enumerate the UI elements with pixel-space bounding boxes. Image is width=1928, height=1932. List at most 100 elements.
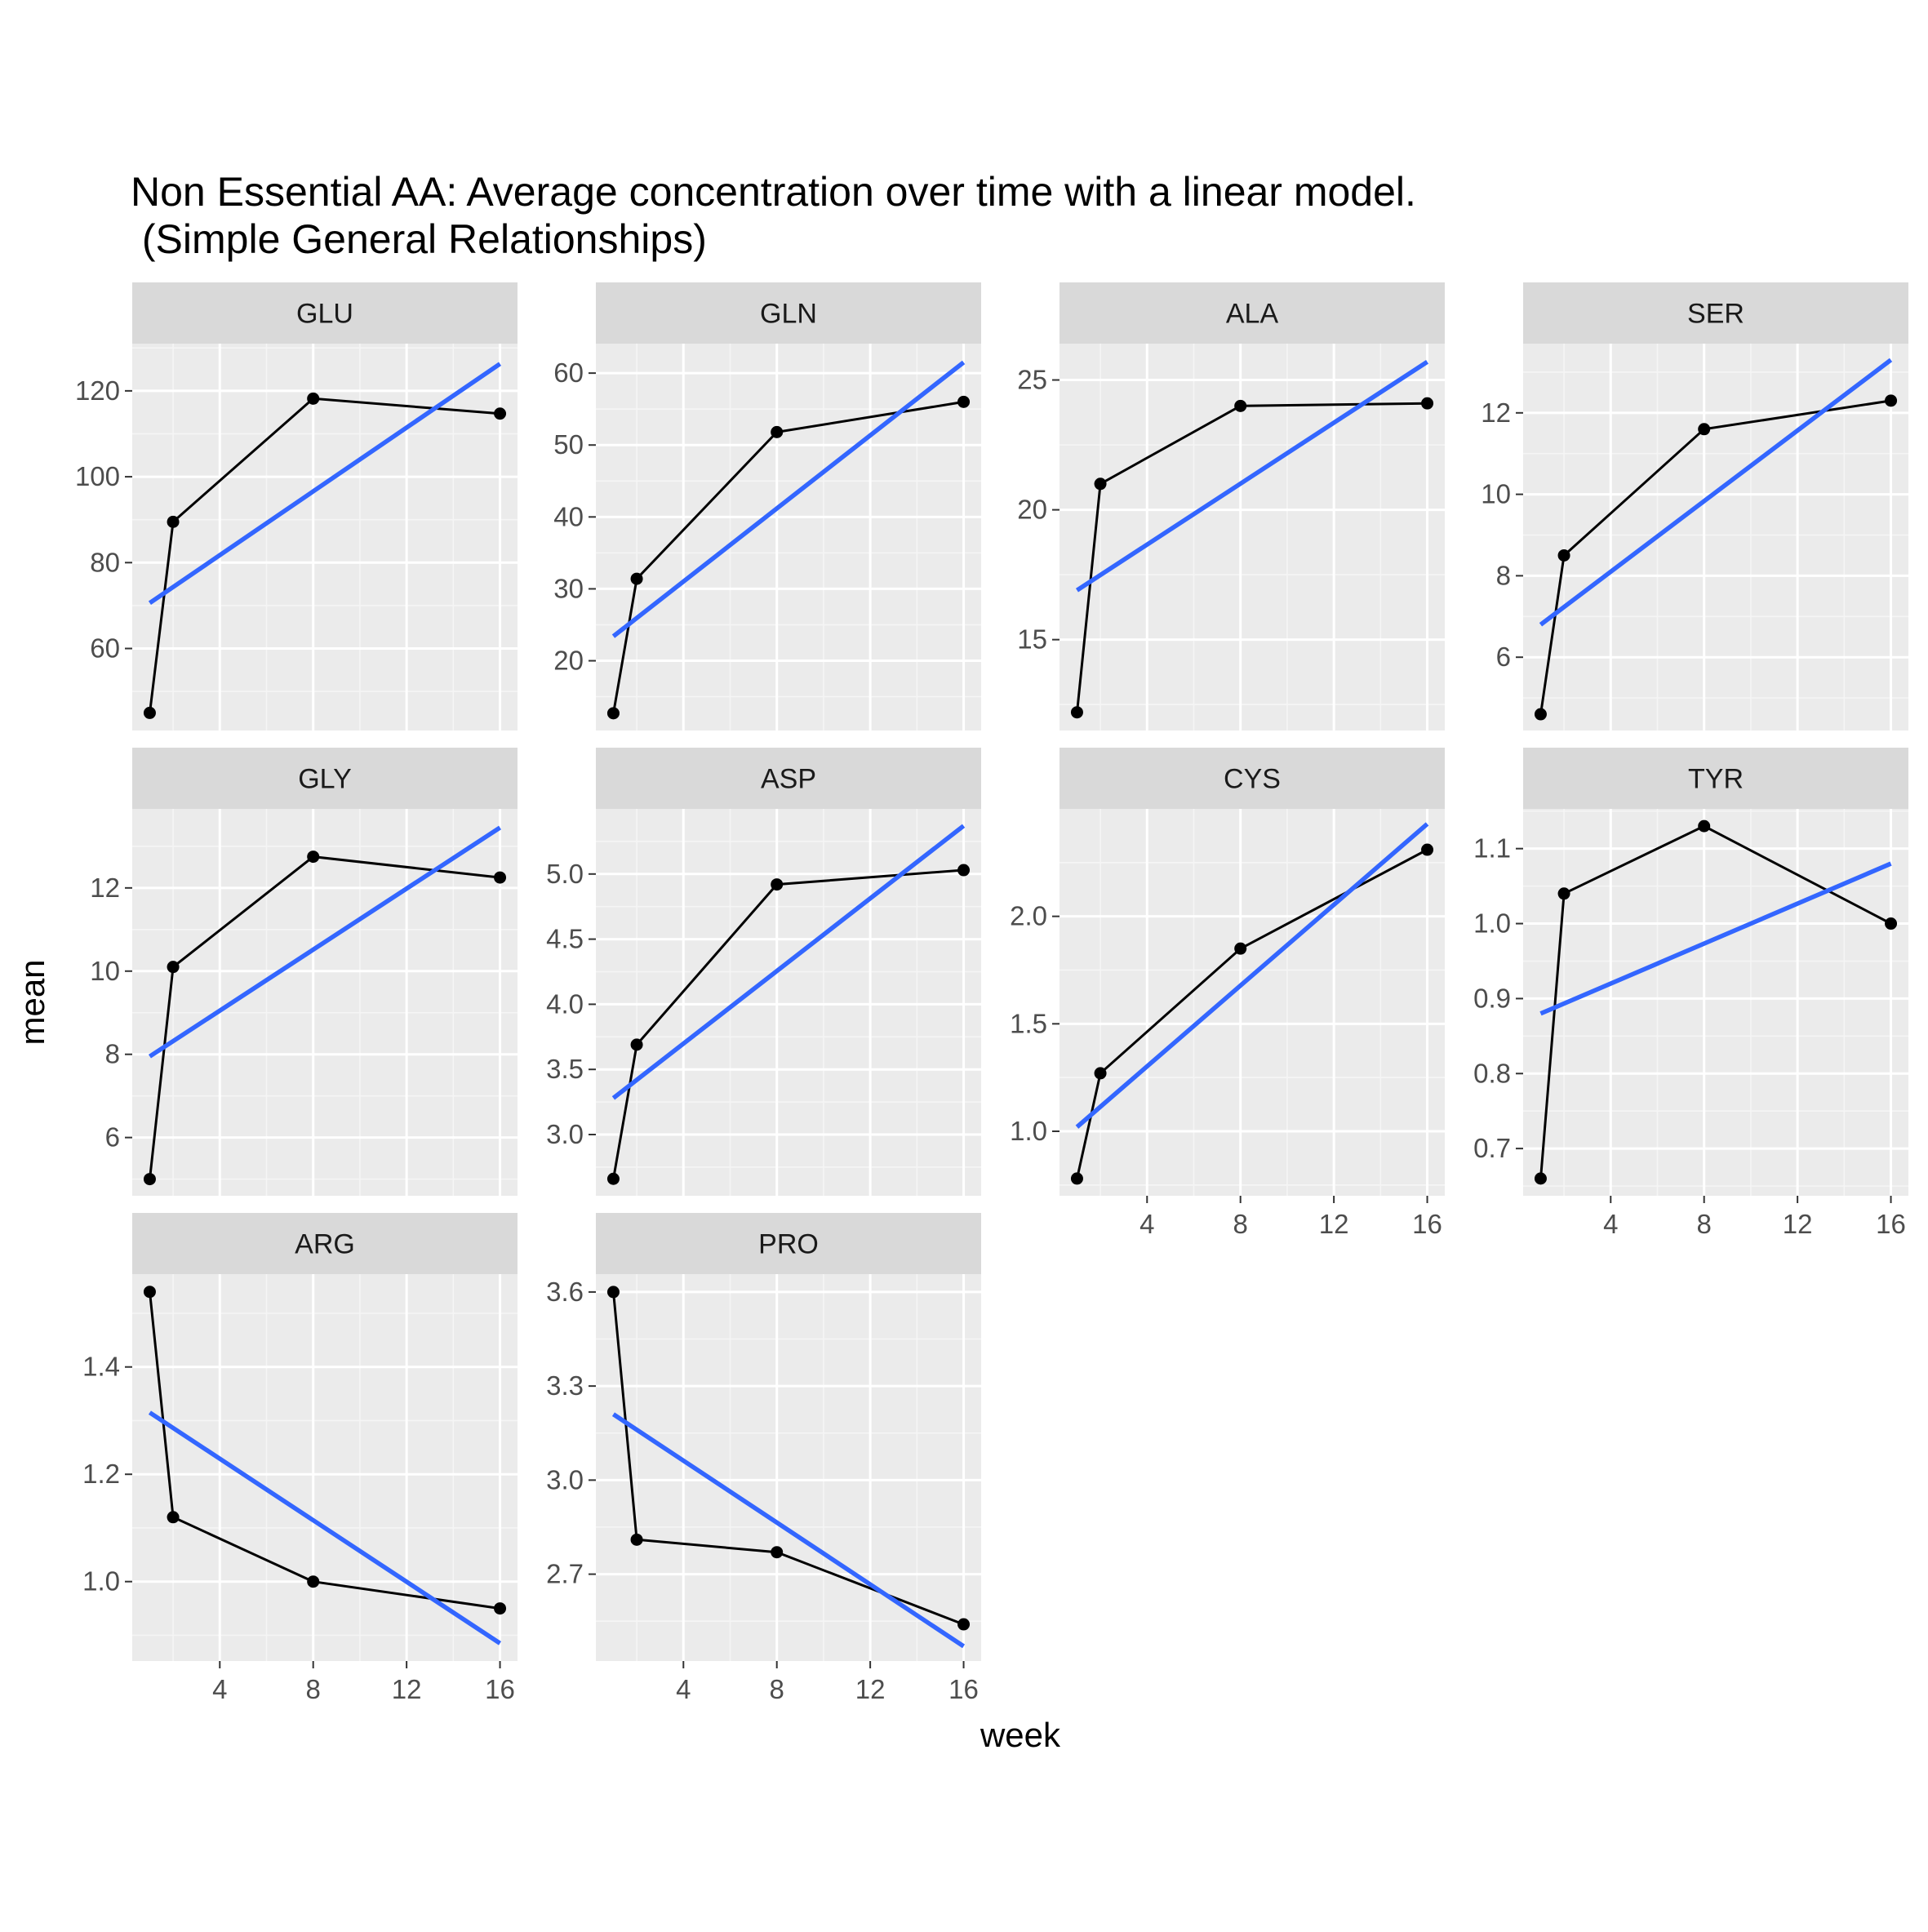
x-tick-label: 8 [1697, 1209, 1712, 1239]
facet-strip-label: GLY [298, 764, 352, 795]
facet-panel-glu: GLU 60 80 100 120 [75, 282, 518, 731]
facet-strip-cys [1060, 748, 1445, 809]
facet-strip-label: ALA [1226, 299, 1279, 330]
data-point [1557, 549, 1570, 562]
facet-panel-arg: ARG 1.0 1.2 1.4 4 8 12 16 [82, 1213, 518, 1704]
observed-line-ala [1076, 402, 1428, 713]
data-point [494, 407, 507, 420]
facet-strip-ser [1523, 282, 1908, 344]
facet-strip-label: ARG [295, 1229, 355, 1260]
data-point [143, 1286, 156, 1299]
facet-strip-label: PRO [758, 1229, 819, 1260]
fit-line-ala [1075, 359, 1429, 593]
y-tick-label: 3.5 [546, 1054, 584, 1084]
data-point [1234, 399, 1247, 412]
facet-panel-gly: GLY 6 8 10 12 [90, 748, 518, 1196]
panel-background-ala [1060, 344, 1445, 731]
data-point [771, 878, 784, 891]
data-point [167, 961, 180, 974]
facet-panel-ser: SER 6 8 10 12 [1481, 282, 1908, 731]
data-point [630, 1038, 643, 1051]
y-tick-label: 6 [105, 1122, 120, 1153]
data-point [1534, 708, 1547, 721]
data-point [771, 1546, 784, 1559]
y-tick-label: 8 [105, 1039, 120, 1069]
data-point [630, 572, 643, 585]
facet-panel-tyr: TYR 0.7 0.8 0.9 1.0 1.1 4 8 12 16 [1473, 748, 1908, 1239]
chart-title-line: (Simple General Relationships) [131, 216, 707, 262]
facet-strip-asp [596, 748, 981, 809]
y-tick-label: 12 [90, 873, 120, 903]
fit-line-tyr [1539, 861, 1892, 1016]
y-tick-label: 0.7 [1473, 1133, 1511, 1163]
data-point [1094, 477, 1107, 491]
y-tick-label: 5.0 [546, 859, 584, 889]
y-tick-label: 1.1 [1473, 833, 1511, 864]
data-point [167, 1511, 180, 1524]
facet-panel-pro: PRO 2.7 3.0 3.3 3.6 4 8 12 16 [546, 1213, 981, 1704]
y-tick-label: 1.2 [82, 1459, 120, 1489]
y-axis-title: mean [13, 959, 51, 1045]
data-point [307, 1575, 320, 1588]
chart-title: Non Essential AA: Average concentration … [131, 169, 1416, 262]
fit-line-ser [1539, 358, 1893, 627]
x-tick-label: 12 [1319, 1209, 1349, 1239]
y-tick-label: 100 [75, 461, 120, 491]
x-axis-title: week [980, 1716, 1061, 1754]
panel-background-glu [132, 344, 518, 731]
facet-strip-tyr [1523, 748, 1908, 809]
x-tick-label: 12 [855, 1674, 886, 1704]
y-tick-label: 8 [1496, 560, 1511, 590]
facet-strip-label: ASP [761, 764, 816, 795]
observed-line-cys [1076, 848, 1428, 1179]
data-point [957, 395, 971, 408]
observed-line-arg [149, 1291, 500, 1610]
facet-strip-gly [132, 748, 518, 809]
y-tick-label: 1.0 [1473, 908, 1511, 939]
y-tick-label: 3.0 [546, 1464, 584, 1495]
y-tick-label: 1.4 [82, 1352, 120, 1382]
y-tick-label: 0.8 [1473, 1058, 1511, 1088]
facet-strip-label: TYR [1688, 764, 1744, 795]
data-point [143, 1173, 156, 1186]
y-tick-label: 20 [1017, 495, 1047, 525]
panel-background-gln [596, 344, 981, 731]
y-tick-label: 12 [1481, 398, 1511, 428]
fit-line-gln [611, 360, 966, 638]
data-point [167, 515, 180, 528]
panel-background-ser [1523, 344, 1908, 731]
y-tick-label: 120 [75, 375, 120, 406]
data-point [1094, 1067, 1107, 1080]
data-point [1885, 917, 1898, 930]
data-point [307, 392, 320, 405]
data-point [1698, 819, 1711, 833]
x-tick-label: 16 [485, 1674, 515, 1704]
data-point [1070, 706, 1083, 719]
data-point [1070, 1172, 1083, 1185]
x-tick-label: 16 [1876, 1209, 1906, 1239]
facet-strip-gln [596, 282, 981, 344]
x-tick-label: 8 [1233, 1209, 1248, 1239]
observed-line-gly [149, 855, 500, 1179]
facet-panels: GLU 60 80 100 120 GLN 20 30 40 50 60 ALA 15 20 25 SER 6 8… [75, 282, 1908, 1704]
facet-panel-cys: CYS 1.0 1.5 2.0 4 8 12 16 [1010, 748, 1445, 1239]
y-tick-label: 50 [553, 429, 584, 460]
observed-line-glu [149, 397, 500, 713]
x-tick-label: 8 [306, 1674, 321, 1704]
x-tick-label: 4 [1139, 1209, 1154, 1239]
observed-line-gln [612, 400, 964, 714]
chart-title-line: Non Essential AA: Average concentration … [131, 169, 1416, 215]
data-point [606, 1286, 620, 1299]
observed-line-tyr [1539, 824, 1892, 1179]
x-tick-label: 16 [948, 1674, 979, 1704]
data-point [1885, 394, 1898, 407]
data-point [1234, 942, 1247, 955]
fit-line-glu [148, 362, 502, 606]
x-tick-label: 4 [676, 1674, 691, 1704]
y-tick-label: 30 [553, 573, 584, 603]
y-tick-label: 3.3 [546, 1370, 584, 1401]
data-point [606, 707, 620, 720]
fit-line-cys [1075, 822, 1429, 1129]
